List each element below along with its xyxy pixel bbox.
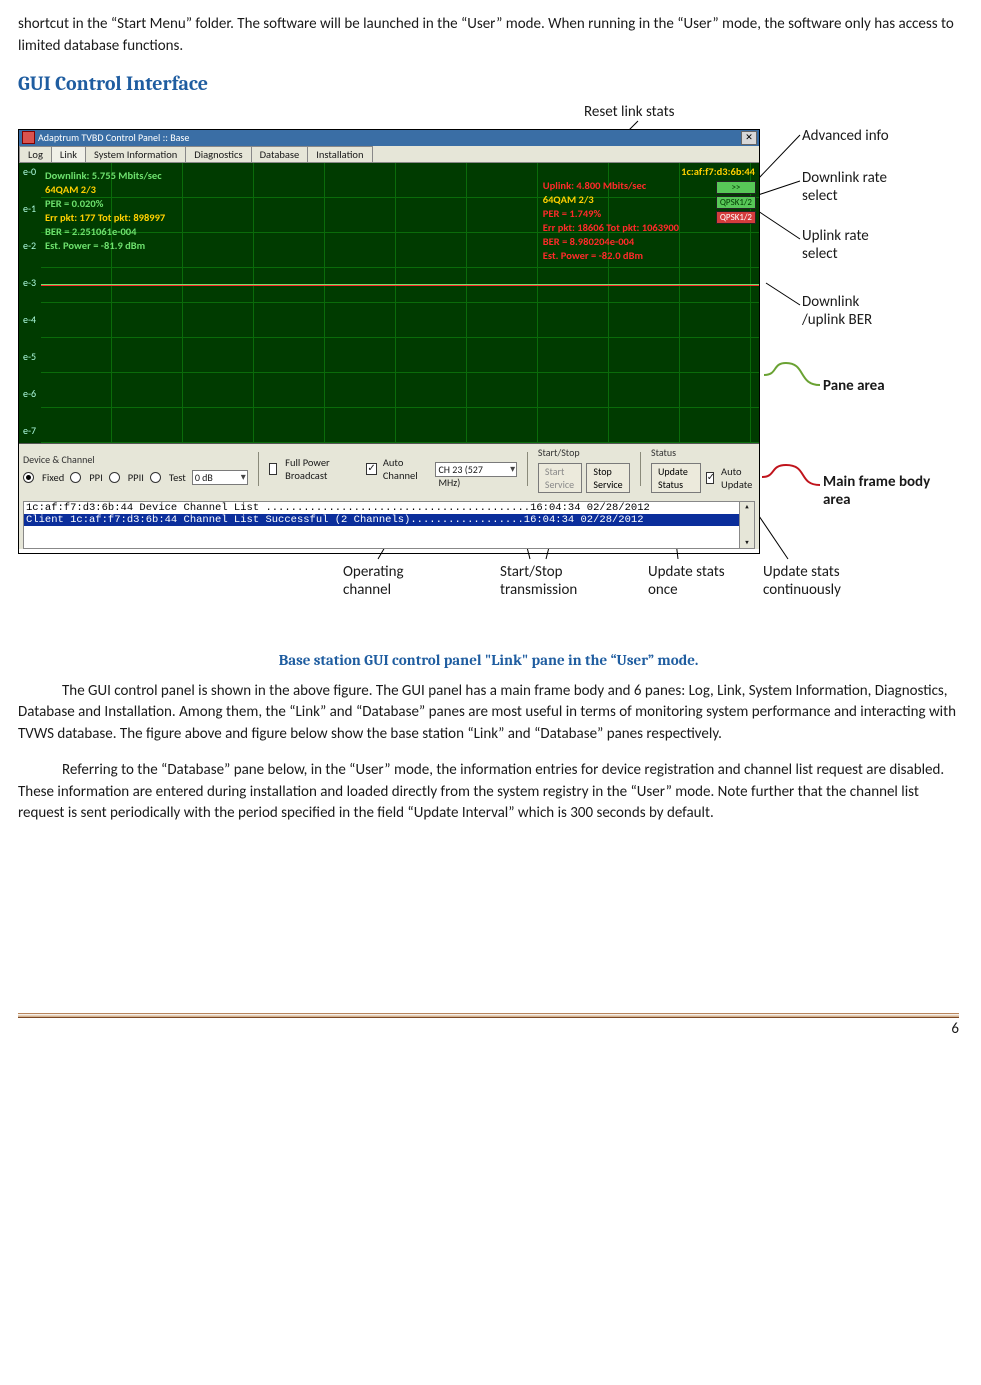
figure-caption: Base station GUI control panel "Link" pa… bbox=[18, 651, 959, 669]
app-window: Adaptrum TVBD Control Panel :: Base ✕ Lo… bbox=[18, 129, 760, 554]
stop-button[interactable]: Stop Service bbox=[586, 463, 630, 493]
section-heading: GUI Control Interface bbox=[18, 72, 959, 95]
callout-pane: Pane area bbox=[823, 377, 885, 395]
radio-ppii[interactable] bbox=[109, 472, 120, 483]
titlebar[interactable]: Adaptrum TVBD Control Panel :: Base ✕ bbox=[19, 130, 759, 146]
control-strip: Device & Channel Fixed PPI PPII Test 0 d… bbox=[19, 443, 759, 549]
para2: Referring to the “Database” pane below, … bbox=[18, 760, 959, 825]
tab-link[interactable]: Link bbox=[51, 146, 86, 162]
callout-ss: Start/Stop transmission bbox=[500, 563, 600, 599]
scrollbar[interactable]: ▴▾ bbox=[739, 502, 754, 548]
update-status-button[interactable]: Update Status bbox=[651, 463, 701, 493]
uplink-rate-button[interactable]: QPSK1/2 bbox=[716, 211, 756, 224]
downlink-stats: Downlink: 5.755 Mbits/sec 64QAM 2/3 PER … bbox=[45, 169, 165, 254]
callout-upd1: Update stats once bbox=[648, 563, 748, 599]
channel-select[interactable]: CH 23 (527 MHz) bbox=[435, 462, 517, 477]
log-line-selected: Client 1c:af:f7:d3:6b:44 Channel List Su… bbox=[24, 514, 754, 526]
tab-sysinfo[interactable]: System Information bbox=[85, 146, 186, 162]
intro-para: shortcut in the “Start Menu” folder. The… bbox=[18, 14, 959, 58]
window-title: Adaptrum TVBD Control Panel :: Base bbox=[38, 131, 189, 144]
tab-db[interactable]: Database bbox=[251, 146, 309, 162]
callout-ber: Downlink /uplink BER bbox=[802, 293, 892, 329]
auto-update-checkbox[interactable] bbox=[706, 472, 714, 484]
gain-select[interactable]: 0 dB bbox=[192, 470, 248, 485]
radio-fixed[interactable] bbox=[23, 472, 34, 483]
tab-log[interactable]: Log bbox=[19, 146, 52, 162]
downlink-rate-button[interactable]: QPSK1/2 bbox=[716, 196, 756, 209]
auto-channel-checkbox[interactable] bbox=[366, 463, 376, 475]
uplink-stats: Uplink: 4.800 Mbits/sec 64QAM 2/3 PER = … bbox=[543, 179, 679, 264]
callout-updc: Update stats continuously bbox=[763, 563, 873, 599]
log-line: 1c:af:f7:d3:6b:44 Device Channel List ..… bbox=[24, 502, 754, 514]
tab-bar: Log Link System Information Diagnostics … bbox=[19, 146, 759, 163]
callout-ulrate: Uplink rate select bbox=[802, 227, 892, 263]
page-number: 6 bbox=[18, 1020, 959, 1038]
full-power-checkbox[interactable] bbox=[269, 463, 278, 475]
footer-rule bbox=[18, 1013, 959, 1018]
advanced-button[interactable]: >> bbox=[716, 181, 756, 194]
tab-diag[interactable]: Diagnostics bbox=[185, 146, 251, 162]
radio-ppi[interactable] bbox=[70, 472, 81, 483]
tab-install[interactable]: Installation bbox=[307, 146, 372, 162]
log-area: 1c:af:f7:d3:6b:44 Device Channel List ..… bbox=[23, 501, 755, 549]
callout-op: Operating channel bbox=[343, 563, 433, 599]
radio-test[interactable] bbox=[150, 472, 161, 483]
para1: The GUI control panel is shown in the ab… bbox=[18, 681, 959, 746]
chart-pane: e-0e-1 e-2e-3 e-4e-5 e-6e-7 1c:af:f7:d3:… bbox=[19, 163, 759, 443]
callout-dlrate: Downlink rate select bbox=[802, 169, 892, 205]
device-label: Device & Channel bbox=[23, 453, 248, 466]
callout-main: Main frame body area bbox=[823, 473, 933, 509]
app-icon bbox=[22, 131, 35, 144]
close-icon[interactable]: ✕ bbox=[741, 131, 757, 145]
callout-reset: Reset link stats bbox=[584, 103, 674, 121]
start-button[interactable]: Start Service bbox=[538, 463, 583, 493]
figure-area: Reset link stats Advanced info Downlink … bbox=[18, 103, 959, 633]
mac-label: 1c:af:f7:d3:6b:44 bbox=[681, 165, 755, 178]
callout-adv: Advanced info bbox=[802, 127, 889, 145]
y-axis-labels: e-0e-1 e-2e-3 e-4e-5 e-6e-7 bbox=[23, 165, 36, 437]
